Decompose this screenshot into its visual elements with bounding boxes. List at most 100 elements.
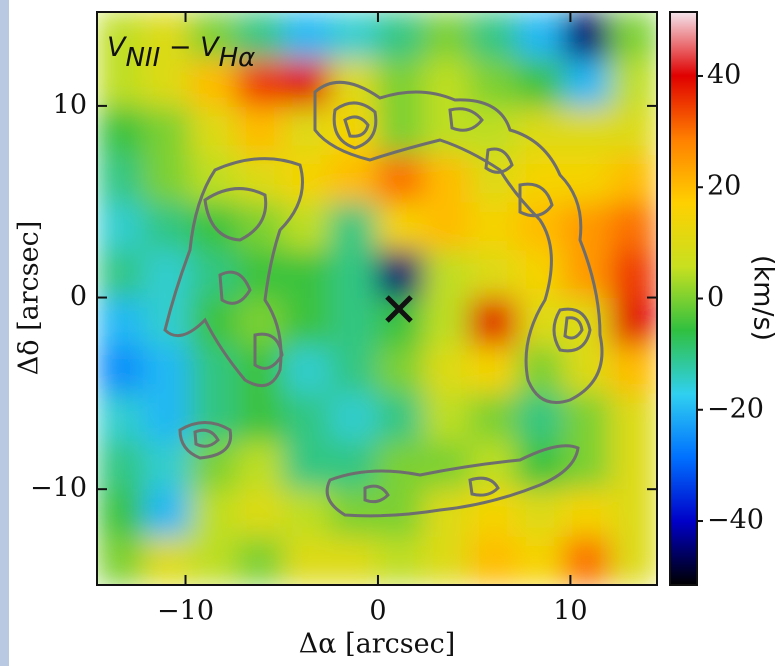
- heat-cell: [329, 441, 378, 490]
- title-part: V: [107, 32, 128, 63]
- heat-cell: [97, 298, 145, 347]
- heat-cell: [189, 59, 238, 108]
- heat-cell: [236, 536, 285, 585]
- colorbar-tick-label: 20: [707, 171, 741, 202]
- center-marker: [385, 295, 413, 323]
- contour: [313, 80, 604, 404]
- heat-cell: [97, 250, 145, 299]
- contour: [218, 270, 252, 305]
- contour: [253, 332, 284, 370]
- heat-cell: [423, 489, 471, 538]
- heat-cell: [516, 441, 565, 490]
- heat-cell: [516, 154, 565, 204]
- heat-cell: [97, 12, 145, 61]
- heat-cell: [609, 489, 657, 538]
- heat-cell: [423, 250, 471, 299]
- heat-cell: [563, 107, 611, 156]
- heat-cell: [97, 393, 145, 443]
- heat-cell: [143, 441, 191, 490]
- contour: [163, 157, 304, 388]
- heat-cell: [376, 202, 425, 252]
- heat-cell: [423, 12, 471, 61]
- heat-cell: [469, 536, 518, 585]
- x-tick-label: 10: [553, 596, 587, 627]
- heat-cell: [469, 345, 518, 395]
- heat-cell: [376, 441, 425, 490]
- heat-cell: [143, 250, 191, 299]
- contour: [343, 115, 370, 138]
- heat-cell: [236, 59, 285, 108]
- heat-cell: [236, 345, 285, 395]
- heat-cell: [609, 12, 657, 61]
- heat-cell: [376, 59, 425, 108]
- contour: [203, 187, 268, 242]
- colorbar-tick-label: −40: [707, 505, 764, 536]
- heat-cell: [423, 345, 471, 395]
- heat-cell: [189, 345, 238, 395]
- heat-cell: [236, 154, 285, 204]
- heat-cell: [469, 59, 518, 108]
- heat-cell: [143, 59, 191, 108]
- heat-cell: [283, 441, 331, 490]
- heat-cell: [329, 393, 378, 443]
- heat-cell: [609, 107, 657, 156]
- contour: [448, 107, 484, 132]
- heat-cell: [283, 107, 331, 156]
- heat-cell: [516, 536, 565, 585]
- x-tick-label: −10: [157, 596, 214, 627]
- colorbar-label: (km/s): [748, 255, 779, 341]
- heat-cell: [283, 202, 331, 252]
- heatmap-cells: [97, 12, 657, 585]
- heat-cell: [329, 345, 378, 395]
- heat-cell: [516, 393, 565, 443]
- heat-cell: [469, 202, 518, 252]
- heat-cell: [283, 59, 331, 108]
- title-part: −: [160, 32, 200, 63]
- heat-cell: [469, 298, 518, 347]
- heat-cell: [609, 298, 657, 347]
- heat-cell: [143, 107, 191, 156]
- heat-cell: [143, 202, 191, 252]
- heat-cell: [189, 489, 238, 538]
- heat-cell: [283, 12, 331, 61]
- contour: [563, 316, 584, 340]
- heat-cell: [423, 536, 471, 585]
- heat-cell: [189, 441, 238, 490]
- title-part: V: [200, 32, 221, 63]
- heat-cell: [97, 489, 145, 538]
- heat-cell: [609, 393, 657, 443]
- heat-cell: [97, 59, 145, 108]
- heat-cell: [143, 489, 191, 538]
- heat-cell: [236, 441, 285, 490]
- colorbar-tick-label: 0: [707, 282, 724, 313]
- contour: [332, 101, 378, 150]
- heat-cell: [283, 250, 331, 299]
- heat-cell: [516, 12, 565, 61]
- heat-cell: [189, 250, 238, 299]
- heat-cell: [609, 441, 657, 490]
- heat-cell: [609, 59, 657, 108]
- title-part: NII: [125, 43, 160, 73]
- y-tick-label: 0: [70, 281, 87, 312]
- heat-cell: [236, 12, 285, 61]
- colorbar-tick-label: −20: [707, 393, 764, 424]
- heat-cell: [283, 345, 331, 395]
- contour: [193, 428, 220, 448]
- heat-cell: [376, 393, 425, 443]
- heat-cell: [469, 393, 518, 443]
- heat-cell: [97, 536, 145, 585]
- y-tick-label: 10: [53, 89, 87, 120]
- heat-cell: [283, 536, 331, 585]
- heat-cell: [609, 536, 657, 585]
- heat-cell: [423, 154, 471, 204]
- contour: [325, 444, 580, 518]
- heat-cell: [376, 536, 425, 585]
- y-axis-label: Δδ [arcsec]: [14, 221, 45, 376]
- heat-cell: [609, 250, 657, 299]
- contours: [163, 80, 604, 518]
- heat-cell: [516, 250, 565, 299]
- title-part: Hα: [219, 43, 256, 73]
- colorbar: [670, 12, 697, 585]
- heat-cell: [563, 154, 611, 204]
